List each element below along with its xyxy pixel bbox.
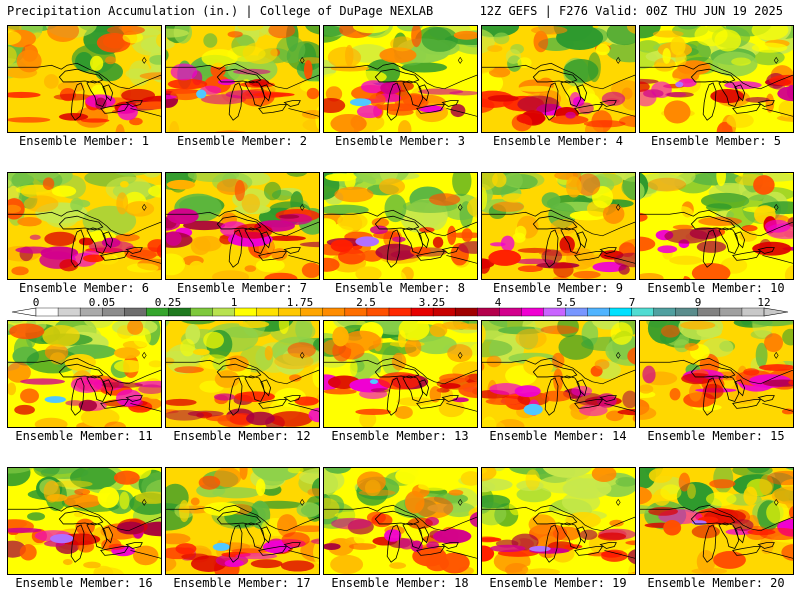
colorbar-swatch (146, 307, 169, 317)
ensemble-member-label: Ensemble Member: 4 (492, 134, 624, 148)
colorbar-swatch (300, 307, 324, 317)
colorbar-tick-label: 7 (628, 296, 636, 309)
colorbar-tick-label: 1.75 (286, 296, 314, 309)
colorbar-tick-label: 1 (230, 296, 238, 309)
ensemble-member-label: Ensemble Member: 5 (650, 134, 782, 148)
precip-colorbar: 0 0.05 0.25 1 1.75 2.5 3.25 4 5.5 7 9 12 (0, 296, 800, 320)
ensemble-member-map (7, 320, 162, 428)
colorbar-swatch (741, 307, 765, 317)
ensemble-member-map (481, 320, 636, 428)
colorbar-tick-label: 3.25 (418, 296, 446, 309)
ensemble-member-map (481, 25, 636, 133)
colorbar-swatch (609, 307, 633, 317)
colorbar-swatches (11, 307, 789, 317)
colorbar-swatch (190, 307, 213, 317)
colorbar-min-arrow (11, 307, 37, 317)
colorbar-swatch (212, 307, 236, 317)
ensemble-member-label: Ensemble Member: 9 (492, 281, 624, 295)
ensemble-member-label: Ensemble Member: 17 (173, 576, 311, 590)
colorbar-swatch (499, 307, 522, 317)
colorbar-swatch (278, 307, 302, 317)
colorbar-swatch (388, 307, 412, 317)
colorbar-swatch (432, 307, 456, 317)
colorbar-swatch (322, 307, 346, 317)
ensemble-member-map (165, 467, 320, 575)
colorbar-tick-label: 0.25 (154, 296, 182, 309)
ensemble-member-map (165, 25, 320, 133)
colorbar-tick-label: 9 (694, 296, 702, 309)
ensemble-member-map (639, 467, 794, 575)
colorbar-swatch (168, 307, 191, 317)
colorbar-swatch (234, 307, 258, 317)
colorbar-tick-label: 0.05 (88, 296, 116, 309)
ensemble-member-label: Ensemble Member: 6 (18, 281, 150, 295)
ensemble-member-map (323, 25, 478, 133)
ensemble-member-map (323, 467, 478, 575)
ensemble-member-map (7, 25, 162, 133)
colorbar-swatch (454, 307, 478, 317)
ensemble-member-map (323, 172, 478, 280)
ensemble-member-label: Ensemble Member: 3 (334, 134, 466, 148)
ensemble-member-label: Ensemble Member: 1 (18, 134, 150, 148)
colorbar-swatch (631, 307, 655, 317)
model-valid-time: 12Z GEFS | F276 Valid: 00Z THU JUN 19 20… (479, 4, 783, 18)
colorbar-swatch (124, 307, 147, 317)
colorbar-swatch (565, 307, 589, 317)
ensemble-member-label: Ensemble Member: 20 (647, 576, 785, 590)
ensemble-member-label: Ensemble Member: 2 (176, 134, 308, 148)
ensemble-member-map (165, 320, 320, 428)
colorbar-tick-label: 12 (757, 296, 771, 309)
ensemble-member-label: Ensemble Member: 14 (489, 429, 627, 443)
colorbar-swatch (410, 307, 434, 317)
map-title: Precipitation Accumulation (in.) | Colle… (7, 4, 434, 18)
ensemble-member-map (639, 25, 794, 133)
ensemble-member-map (481, 467, 636, 575)
ensemble-member-label: Ensemble Member: 16 (15, 576, 153, 590)
ensemble-member-map (7, 172, 162, 280)
colorbar-tick-label: 4 (494, 296, 502, 309)
ensemble-member-label: Ensemble Member: 19 (489, 576, 627, 590)
ensemble-member-map (165, 172, 320, 280)
ensemble-member-map (7, 467, 162, 575)
ensemble-member-label: Ensemble Member: 12 (173, 429, 311, 443)
ensemble-member-map (481, 172, 636, 280)
ensemble-member-label: Ensemble Member: 10 (647, 281, 785, 295)
colorbar-swatch (521, 307, 544, 317)
ensemble-member-label: Ensemble Member: 18 (331, 576, 469, 590)
colorbar-swatch (79, 307, 103, 317)
colorbar-tick-label: 2.5 (356, 296, 376, 309)
colorbar-swatch (543, 307, 566, 317)
ensemble-member-label: Ensemble Member: 7 (176, 281, 308, 295)
ensemble-member-label: Ensemble Member: 8 (334, 281, 466, 295)
colorbar-max-arrow (763, 307, 789, 317)
colorbar-swatch (719, 307, 743, 317)
ensemble-member-label: Ensemble Member: 13 (331, 429, 469, 443)
colorbar-swatch (697, 307, 721, 317)
colorbar-swatch (344, 307, 368, 317)
colorbar-swatch (256, 307, 280, 317)
ensemble-member-map (323, 320, 478, 428)
colorbar-swatch (653, 307, 677, 317)
colorbar-swatch (477, 307, 500, 317)
ensemble-member-label: Ensemble Member: 15 (647, 429, 785, 443)
colorbar-tick-label: 0 (32, 296, 40, 309)
colorbar-swatch (57, 307, 81, 317)
colorbar-swatch (101, 307, 125, 317)
ensemble-member-map (639, 172, 794, 280)
colorbar-swatch (366, 307, 390, 317)
colorbar-tick-label: 5.5 (556, 296, 576, 309)
colorbar-swatch (587, 307, 611, 317)
ensemble-member-label: Ensemble Member: 11 (15, 429, 153, 443)
colorbar-swatch (35, 307, 59, 317)
colorbar-swatch (675, 307, 699, 317)
ensemble-member-map (639, 320, 794, 428)
